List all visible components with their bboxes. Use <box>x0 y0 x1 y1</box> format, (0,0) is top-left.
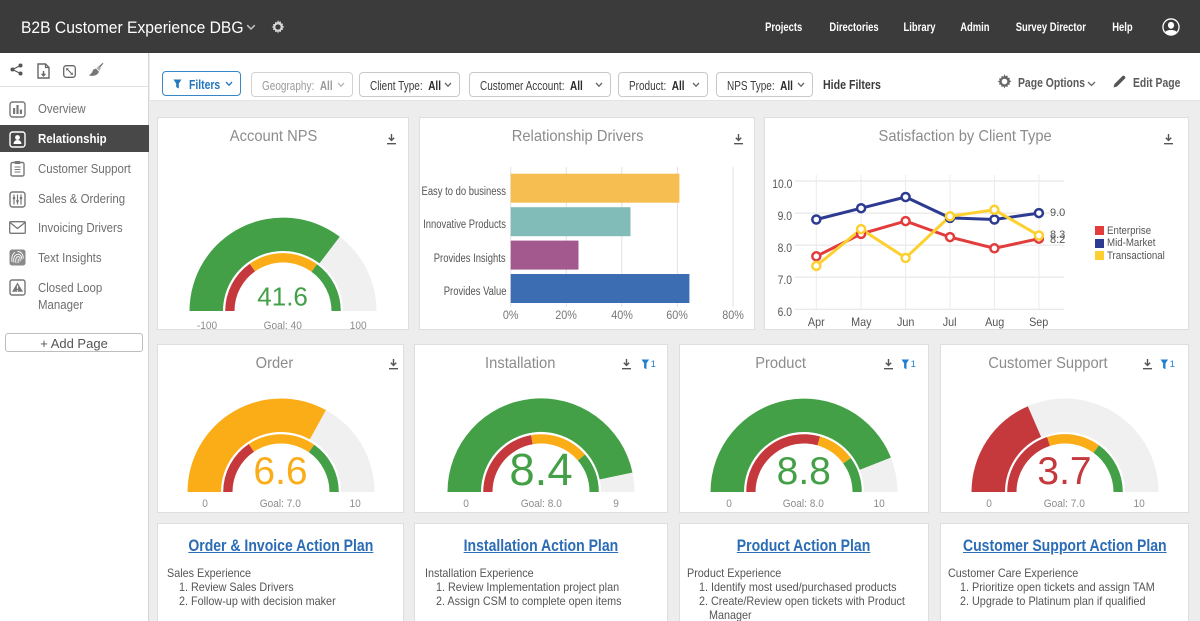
svg-text:1: 1 <box>1170 359 1175 370</box>
svg-text:1: 1 <box>650 359 655 370</box>
svg-text:1: 1 <box>910 359 915 370</box>
